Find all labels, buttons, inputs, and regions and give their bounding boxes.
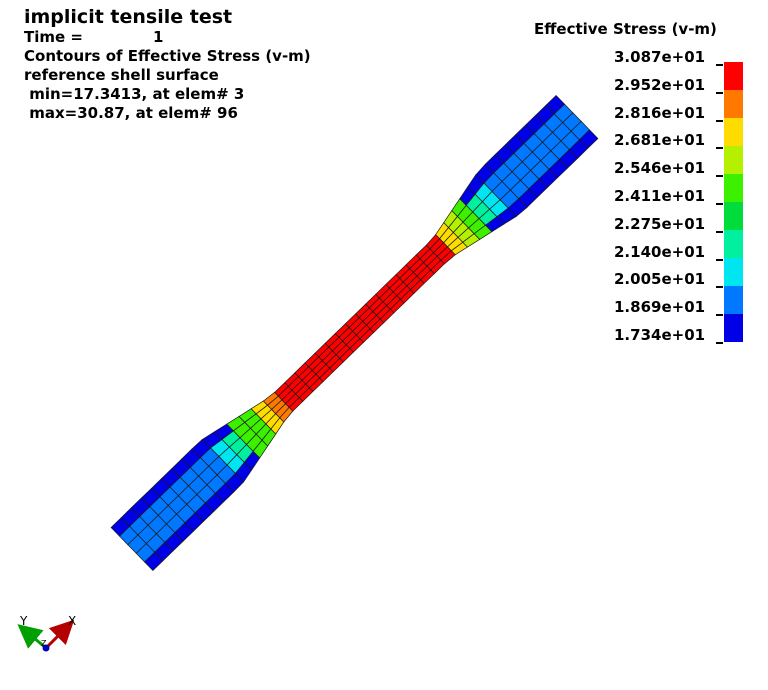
legend-label: 2.546e+01 xyxy=(614,159,706,178)
legend-tick xyxy=(716,314,723,317)
legend-swatch xyxy=(724,286,743,314)
max-label: max=30.87, at elem# 96 xyxy=(24,104,238,122)
legend-label: 1.869e+01 xyxy=(614,298,706,317)
legend-tick xyxy=(716,91,723,94)
legend-label: 2.816e+01 xyxy=(614,103,706,122)
legend-label: 2.275e+01 xyxy=(614,214,706,233)
legend-label: 2.681e+01 xyxy=(614,131,706,150)
legend-label: 3.087e+01 xyxy=(614,48,706,66)
legend-tick xyxy=(716,286,723,289)
legend-tick xyxy=(716,203,723,205)
time-value: 1 xyxy=(152,28,164,46)
legend-tick xyxy=(716,119,723,122)
legend-tick xyxy=(716,175,723,178)
legend-swatch xyxy=(724,314,743,342)
time-label: Time = xyxy=(24,28,83,46)
legend-label: 2.140e+01 xyxy=(614,242,706,261)
legend-swatch xyxy=(724,62,743,90)
legend-tick xyxy=(716,230,723,233)
legend-swatch xyxy=(724,258,743,286)
legend-color-bar xyxy=(724,62,743,342)
legend-swatch xyxy=(724,90,743,118)
x-axis-arrow xyxy=(44,619,75,650)
contour-label: Contours of Effective Stress (v-m) xyxy=(24,47,311,65)
shell-element xyxy=(545,95,565,115)
legend-tick xyxy=(716,258,723,261)
legend-swatch xyxy=(724,118,743,146)
model-info: implicit tensile test Time = 1 Contours o… xyxy=(24,6,311,123)
legend-label: 2.411e+01 xyxy=(614,187,706,205)
legend-label: 2.952e+01 xyxy=(614,75,706,94)
legend-swatch xyxy=(724,202,743,230)
z-axis-label: Z xyxy=(41,639,47,648)
legend-label: 2.005e+01 xyxy=(614,270,706,289)
y-axis-label: Y xyxy=(19,614,28,628)
min-label: min=17.3413, at elem# 3 xyxy=(24,85,245,103)
legend-label: 1.734e+01 xyxy=(614,326,706,344)
legend-swatch xyxy=(724,146,743,174)
legend-tick xyxy=(716,342,723,344)
z-axis-dot xyxy=(42,644,50,652)
axis-triad: X Y Z xyxy=(17,614,76,652)
model-title: implicit tensile test xyxy=(24,6,233,28)
surface-label: reference shell surface xyxy=(24,66,219,84)
x-axis-label: X xyxy=(68,614,76,628)
time-readout: Time = 1 xyxy=(24,28,311,47)
tensile-specimen-mesh xyxy=(110,95,599,571)
legend-title: Effective Stress (v-m) xyxy=(534,20,717,38)
legend-swatch xyxy=(724,174,743,202)
legend-tick xyxy=(716,64,723,66)
legend-tick xyxy=(716,147,723,150)
y-axis-arrow xyxy=(17,624,47,650)
legend-swatch xyxy=(724,230,743,258)
